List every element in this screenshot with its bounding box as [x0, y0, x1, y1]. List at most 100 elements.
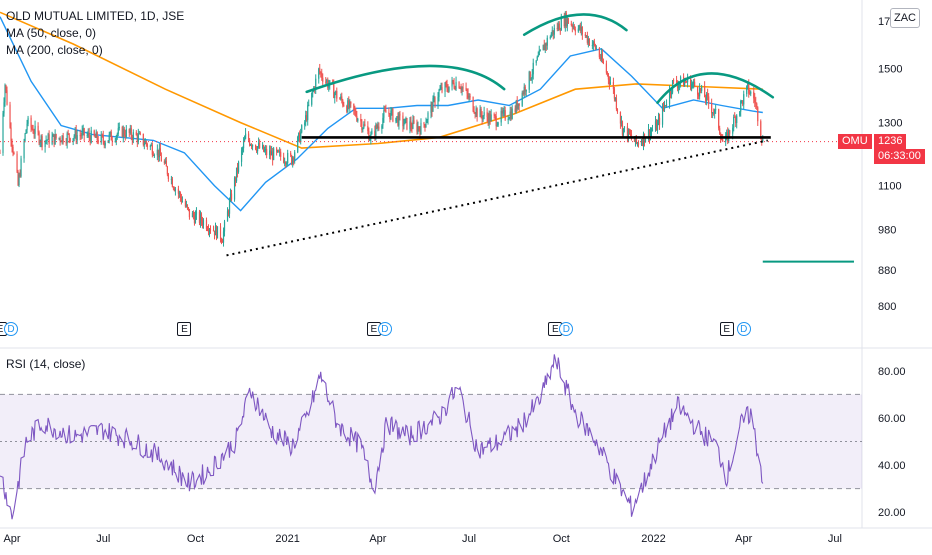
candle-body: [9, 104, 11, 128]
candle-body: [20, 158, 22, 177]
rsi-tick-label: 80.00: [878, 366, 906, 378]
candle-body: [690, 77, 692, 90]
candle-body: [700, 88, 702, 91]
candle-body: [152, 154, 154, 156]
candle-body: [376, 124, 378, 128]
candle-body: [385, 110, 387, 113]
chart-title: OLD MUTUAL LIMITED, 1D, JSE: [6, 9, 185, 23]
candle-body: [184, 201, 187, 207]
candle-body: [416, 122, 418, 132]
candle-body: [657, 117, 660, 123]
candle-body: [542, 44, 544, 51]
candle-body: [45, 140, 47, 142]
candle-body: [424, 124, 426, 127]
candle-body: [560, 18, 562, 31]
candle-body: [748, 83, 750, 94]
candle-body: [377, 126, 379, 128]
candle-body: [228, 200, 231, 214]
candle-body: [594, 44, 596, 49]
candle-body: [409, 121, 411, 130]
candle-body: [17, 171, 19, 186]
candle-body: [367, 125, 369, 131]
dividend-event-icon[interactable]: D: [559, 322, 574, 336]
candle-body: [651, 129, 654, 131]
candle-body: [404, 118, 406, 125]
candle-body: [237, 161, 240, 172]
candle-body: [525, 89, 527, 92]
candle-body: [750, 91, 752, 94]
candle-body: [5, 85, 7, 91]
candle-body: [79, 135, 81, 137]
candle-body: [242, 141, 245, 149]
candle-body: [208, 229, 211, 232]
candle-body: [419, 129, 421, 135]
candle-body: [734, 116, 736, 118]
candle-body: [606, 72, 609, 74]
y-tick-label: 1500: [878, 63, 902, 75]
candle-body: [192, 212, 195, 217]
candle-body: [177, 188, 180, 194]
candle-body: [312, 91, 314, 93]
candle-body: [502, 110, 504, 114]
candle-body: [341, 96, 343, 101]
currency-badge[interactable]: ZAC: [890, 8, 920, 28]
candle-body: [47, 134, 49, 141]
candle-body: [762, 138, 764, 142]
candle-body: [389, 113, 391, 120]
candle-body: [487, 117, 489, 124]
candle-body: [461, 87, 463, 91]
candle-body: [158, 148, 160, 158]
candle-body: [111, 140, 113, 142]
candle-body: [396, 116, 398, 118]
candle-body: [557, 23, 559, 30]
candle-body: [270, 150, 272, 156]
candle-body: [144, 141, 146, 144]
x-tick-label: 2021: [275, 533, 299, 545]
dividend-event-icon[interactable]: D: [377, 322, 392, 336]
candle-body: [97, 140, 99, 143]
candle-body: [431, 104, 433, 112]
candle-body: [556, 27, 558, 30]
candle-body: [572, 25, 574, 28]
candle-body: [507, 119, 509, 121]
candle-body: [490, 114, 492, 122]
candle-body: [82, 128, 84, 131]
candle-body: [186, 204, 189, 208]
dividend-event-icon[interactable]: D: [4, 322, 19, 336]
candle-body: [3, 102, 5, 114]
candle-body: [185, 204, 188, 207]
candle-body: [207, 229, 210, 232]
candle-body: [250, 144, 253, 147]
candle-body: [728, 130, 730, 142]
candle-body: [4, 85, 6, 103]
candle-body: [614, 98, 617, 100]
x-tick-label: Oct: [553, 533, 570, 545]
candle-body: [371, 130, 373, 135]
candle-body: [46, 140, 48, 142]
candle-body: [25, 129, 27, 134]
earnings-event-icon[interactable]: E: [177, 322, 192, 336]
candle-body: [198, 211, 201, 223]
candle-body: [27, 117, 29, 124]
candle-body: [66, 133, 68, 144]
candle-body: [255, 149, 258, 152]
candle-body: [294, 152, 296, 160]
candle-body: [19, 174, 21, 177]
candle-body: [12, 147, 14, 154]
candle-body: [62, 135, 64, 143]
x-tick-label: Oct: [187, 533, 204, 545]
candle-body: [742, 100, 744, 105]
candle-body: [578, 25, 580, 29]
candle-body: [566, 18, 568, 27]
candle-body: [151, 145, 153, 155]
dividend-event-icon[interactable]: D: [736, 322, 751, 336]
candle-body: [504, 110, 506, 120]
candle-body: [167, 174, 169, 179]
earnings-event-icon[interactable]: E: [719, 322, 734, 336]
candle-body: [483, 112, 485, 116]
candle-body: [544, 43, 546, 51]
candle-body: [93, 130, 95, 136]
candle-body: [74, 130, 76, 137]
